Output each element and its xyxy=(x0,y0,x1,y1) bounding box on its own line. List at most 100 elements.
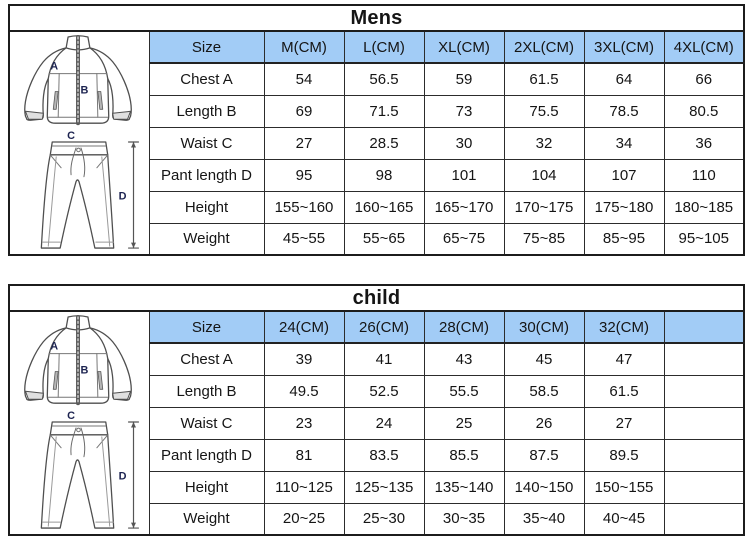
value-cell: 104 xyxy=(503,158,585,192)
dimension-line-d xyxy=(128,421,140,529)
measurement-label: Pant length D xyxy=(148,158,265,192)
value-cell xyxy=(663,406,745,440)
table-title: child xyxy=(8,284,745,312)
value-cell: 81 xyxy=(263,438,345,472)
value-cell: 85.5 xyxy=(423,438,505,472)
measurement-label: Length B xyxy=(148,374,265,408)
value-cell: 65~75 xyxy=(423,222,505,256)
value-cell: 25 xyxy=(423,406,505,440)
value-cell: 52.5 xyxy=(343,374,425,408)
value-cell: 32 xyxy=(503,126,585,160)
tracksuit-drawing: A B C D xyxy=(24,314,140,529)
value-cell: 80.5 xyxy=(663,94,745,128)
measurement-label: Height xyxy=(148,190,265,224)
title-row: child xyxy=(8,284,745,312)
value-cell: 75.5 xyxy=(503,94,585,128)
table-title: Mens xyxy=(8,4,745,32)
value-cell: 25~30 xyxy=(343,502,425,536)
table-row: Waist C 27 28.5 30 32 34 36 xyxy=(9,126,745,160)
value-cell: 55.5 xyxy=(423,374,505,408)
size-header-label: Size xyxy=(148,30,265,64)
table-row: Waist C 23 24 25 26 27 xyxy=(9,406,745,440)
value-cell: 24 xyxy=(343,406,425,440)
table-row: Length B 49.5 52.5 55.5 58.5 61.5 xyxy=(9,374,745,408)
dimension-label-a: A xyxy=(51,341,59,353)
value-cell: 40~45 xyxy=(583,502,665,536)
size-column-header: XL(CM) xyxy=(423,30,505,64)
measurement-label: Waist C xyxy=(148,406,265,440)
value-cell: 58.5 xyxy=(503,374,585,408)
measurement-label: Chest A xyxy=(148,62,265,96)
mens-size-chart: Mens xyxy=(8,4,745,256)
size-header-label: Size xyxy=(148,310,265,344)
measurement-label: Weight xyxy=(148,502,265,536)
value-cell: 170~175 xyxy=(503,190,585,224)
title-row: Mens xyxy=(8,4,745,32)
size-column-header xyxy=(663,310,745,344)
pants-drawing xyxy=(40,141,115,249)
value-cell: 34 xyxy=(583,126,665,160)
mens-size-table: Mens xyxy=(8,4,745,256)
child-size-chart: child xyxy=(8,284,745,536)
tracksuit-diagram-cell: A B C D xyxy=(8,30,150,256)
size-column-header: M(CM) xyxy=(263,30,345,64)
value-cell: 155~160 xyxy=(263,190,345,224)
value-cell xyxy=(663,438,745,472)
value-cell: 98 xyxy=(343,158,425,192)
dimension-line-d xyxy=(128,141,140,249)
dimension-label-c: C xyxy=(67,410,75,422)
size-column-header: L(CM) xyxy=(343,30,425,64)
tracksuit-drawing: A B C D xyxy=(24,34,140,249)
value-cell: 83.5 xyxy=(343,438,425,472)
value-cell: 69 xyxy=(263,94,345,128)
value-cell: 30~35 xyxy=(423,502,505,536)
value-cell: 36 xyxy=(663,126,745,160)
tracksuit-diagram-cell: A B C D xyxy=(8,310,150,536)
measurement-label: Weight xyxy=(148,222,265,256)
pants-drawing xyxy=(40,421,115,529)
value-cell: 61.5 xyxy=(583,374,665,408)
size-column-header: 30(CM) xyxy=(503,310,585,344)
value-cell: 45~55 xyxy=(263,222,345,256)
size-column-header: 32(CM) xyxy=(583,310,665,344)
value-cell: 59 xyxy=(423,62,505,96)
value-cell: 64 xyxy=(583,62,665,96)
jacket-collar-zipper xyxy=(65,314,91,406)
value-cell: 35~40 xyxy=(503,502,585,536)
jacket-collar-zipper xyxy=(65,34,91,126)
value-cell: 95~105 xyxy=(663,222,745,256)
value-cell: 95 xyxy=(263,158,345,192)
value-cell: 110~125 xyxy=(263,470,345,504)
value-cell: 107 xyxy=(583,158,665,192)
value-cell: 27 xyxy=(583,406,665,440)
dimension-label-b: B xyxy=(81,364,89,376)
measurement-label: Length B xyxy=(148,94,265,128)
size-column-header: 4XL(CM) xyxy=(663,30,745,64)
table-row: Height 155~160 160~165 165~170 170~175 175~18… xyxy=(9,190,745,224)
value-cell: 110 xyxy=(663,158,745,192)
value-cell: 140~150 xyxy=(503,470,585,504)
value-cell: 39 xyxy=(263,342,345,376)
value-cell: 55~65 xyxy=(343,222,425,256)
header-row: A B C D Size M(CM) L(CM) XL(CM) 2XL(CM) 3XL(C… xyxy=(8,30,745,256)
dimension-label-b: B xyxy=(81,84,89,96)
value-cell: 78.5 xyxy=(583,94,665,128)
value-cell: 41 xyxy=(343,342,425,376)
value-cell: 101 xyxy=(423,158,505,192)
value-cell: 49.5 xyxy=(263,374,345,408)
size-column-header: 26(CM) xyxy=(343,310,425,344)
value-cell: 61.5 xyxy=(503,62,585,96)
value-cell: 23 xyxy=(263,406,345,440)
table-row: Chest A 54 56.5 59 61.5 64 66 xyxy=(9,62,745,96)
value-cell xyxy=(663,470,745,504)
value-cell xyxy=(663,374,745,408)
table-row: Pant length D 95 98 101 104 107 110 xyxy=(9,158,745,192)
value-cell: 125~135 xyxy=(343,470,425,504)
jacket-sleeves xyxy=(24,47,133,121)
header-row: A B C D Size 24(CM) 26(CM) 28(CM) 30(CM) 32(C… xyxy=(8,310,745,536)
dimension-label-d: D xyxy=(119,470,127,482)
table-row: Chest A 39 41 43 45 47 xyxy=(9,342,745,376)
value-cell: 180~185 xyxy=(663,190,745,224)
value-cell: 150~155 xyxy=(583,470,665,504)
